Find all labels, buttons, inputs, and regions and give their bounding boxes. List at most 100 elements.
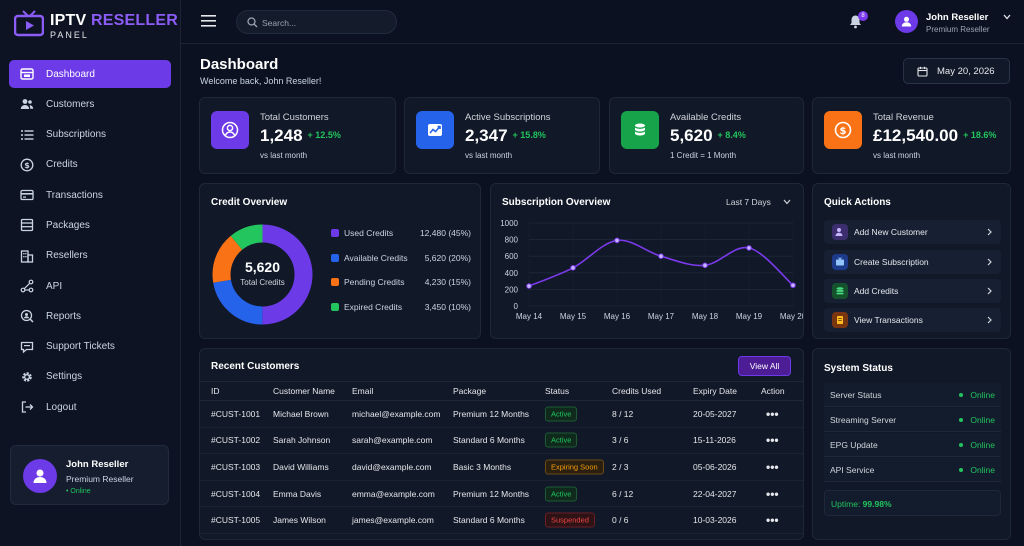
cell-email: david@example.com — [352, 461, 432, 472]
legend-swatch — [331, 302, 339, 311]
data-point[interactable] — [570, 265, 576, 271]
chevron-right-icon — [987, 228, 992, 236]
legend-item: Pending Credits 4,230 (15%) — [331, 276, 471, 301]
card-title: Recent Customers — [211, 361, 300, 372]
reports-icon — [20, 310, 34, 323]
cell-name: David Williams — [273, 461, 329, 472]
row-actions-button[interactable]: ••• — [766, 433, 779, 448]
cell-credits: 0 / 6 — [612, 515, 629, 526]
status-value: Online — [959, 465, 995, 475]
sidebar-item-logout[interactable]: Logout — [9, 393, 171, 421]
svg-text:$: $ — [840, 126, 847, 137]
cell-package: Basic 3 Months — [453, 461, 512, 472]
search-input[interactable] — [262, 15, 392, 30]
view-all-button[interactable]: View All — [738, 356, 791, 376]
table-row[interactable]: #CUST-1005 James Wilson james@example.com S… — [200, 507, 803, 534]
cell-name: Michael Brown — [273, 408, 329, 419]
cell-id: #CUST-1002 — [211, 435, 261, 446]
sidebar-item-label: Reports — [46, 310, 82, 322]
sidebar-item-support-tickets[interactable]: Support Tickets — [9, 333, 171, 361]
view-transactions-button[interactable]: View Transactions — [824, 308, 1001, 332]
cell-expiry: 22-04-2027 — [693, 488, 737, 499]
sidebar-item-settings[interactable]: Settings — [9, 363, 171, 391]
cell-package: Standard 6 Months — [453, 435, 525, 446]
donut-center-label: Total Credits — [240, 278, 285, 287]
data-point[interactable] — [790, 282, 796, 289]
add-customer-button[interactable]: Add New Customer — [824, 220, 1001, 244]
status-row-api: API Service Online — [824, 458, 1001, 482]
sidebar-item-api[interactable]: API — [9, 272, 171, 300]
stat-card-active-subscriptions: Active Subscriptions 2,347 + 15.8% vs las… — [404, 97, 600, 174]
document-icon — [832, 312, 848, 328]
stat-number: £12,540.00 — [873, 126, 959, 145]
date-picker-button[interactable]: May 20, 2026 — [903, 58, 1010, 84]
range-select[interactable]: Last 7 Days — [726, 197, 791, 207]
hamburger-menu-icon[interactable] — [201, 14, 217, 28]
cell-name: James Wilson — [273, 515, 326, 526]
search-bar — [236, 10, 397, 34]
row-actions-button[interactable]: ••• — [766, 406, 779, 421]
row-actions-button[interactable]: ••• — [766, 459, 779, 474]
user-name[interactable]: John Reseller — [926, 12, 989, 23]
legend-item: Available Credits 5,620 (20%) — [331, 252, 471, 277]
table-row[interactable]: #CUST-1004 Emma Davis emma@example.com Prem… — [200, 481, 803, 508]
customers-table: ID Customer Name Email Package Status Cr… — [200, 381, 803, 534]
stat-card-total-revenue: $ Total Revenue £12,540.00 + 18.6% vs las… — [812, 97, 1011, 174]
create-subscription-button[interactable]: Create Subscription — [824, 250, 1001, 274]
table-row[interactable]: #CUST-1001 Michael Brown michael@example.c… — [200, 401, 803, 428]
api-icon — [20, 279, 34, 293]
cell-email: emma@example.com — [352, 488, 435, 499]
status-dot — [959, 443, 964, 447]
cell-credits: 6 / 12 — [612, 488, 634, 499]
legend-value: 4,230 (15%) — [424, 277, 471, 288]
sidebar-item-customers[interactable]: Customers — [9, 90, 171, 118]
column-header: Credits Used — [612, 386, 662, 396]
y-tick-label: 1000 — [500, 219, 518, 228]
sidebar-item-dashboard[interactable]: Dashboard — [9, 60, 171, 88]
stat-note: vs last month — [465, 151, 513, 160]
sidebar-item-resellers[interactable]: Resellers — [9, 242, 171, 270]
cell-status: Active — [545, 486, 578, 502]
topbar: 8 John Reseller Premium Reseller — [181, 0, 1024, 44]
cell-credits: 8 / 12 — [612, 408, 634, 419]
sidebar-item-label: API — [46, 280, 63, 292]
sidebar-item-subscriptions[interactable]: Subscriptions — [9, 121, 171, 149]
row-actions-button[interactable]: ••• — [766, 513, 779, 528]
row-actions-button[interactable]: ••• — [766, 486, 779, 501]
tv-logo-icon — [14, 10, 44, 37]
cell-status: Suspended — [545, 512, 595, 528]
sidebar-item-reports[interactable]: Reports — [9, 302, 171, 330]
chevron-right-icon — [987, 258, 992, 266]
status-text: Online — [970, 440, 995, 450]
status-label: Server Status — [830, 390, 882, 400]
gear-icon — [22, 372, 32, 382]
user-avatar[interactable] — [895, 10, 918, 33]
data-point[interactable] — [702, 262, 708, 269]
sidebar-item-label: Credits — [46, 159, 78, 171]
sidebar-item-credits[interactable]: $ Credits — [9, 151, 171, 179]
data-point[interactable] — [658, 253, 664, 260]
sidebar: IPTV RESELLER PANEL Dashboard Customers … — [0, 0, 181, 546]
table-row[interactable]: #CUST-1002 Sarah Johnson sarah@example.com… — [200, 428, 803, 455]
building-icon — [20, 250, 34, 263]
money-icon: $ — [824, 111, 862, 149]
profile-card[interactable]: John Reseller Premium Reseller • Online — [10, 445, 169, 505]
chevron-down-icon[interactable] — [1003, 14, 1011, 20]
status-text: Online — [970, 465, 995, 475]
data-point[interactable] — [614, 237, 620, 244]
y-tick-label: 400 — [505, 269, 519, 278]
data-point[interactable] — [526, 283, 532, 289]
uptime-indicator: Uptime: 99.98% — [824, 490, 1001, 516]
table-body: #CUST-1001 Michael Brown michael@example.c… — [200, 401, 803, 534]
coins-icon — [832, 283, 848, 299]
uptime-value: 99.98% — [862, 499, 892, 509]
column-header: Package — [453, 386, 487, 396]
user-circle-icon — [211, 111, 249, 149]
sidebar-item-packages[interactable]: Packages — [9, 211, 171, 239]
add-credits-button[interactable]: Add Credits — [824, 279, 1001, 303]
sidebar-item-transactions[interactable]: Transactions — [9, 181, 171, 209]
brand-main-text: IPTV — [50, 12, 87, 29]
app-logo[interactable]: IPTV RESELLER PANEL — [14, 8, 178, 42]
data-point[interactable] — [746, 245, 752, 251]
table-row[interactable]: #CUST-1003 David Williams david@example.co… — [200, 454, 803, 481]
